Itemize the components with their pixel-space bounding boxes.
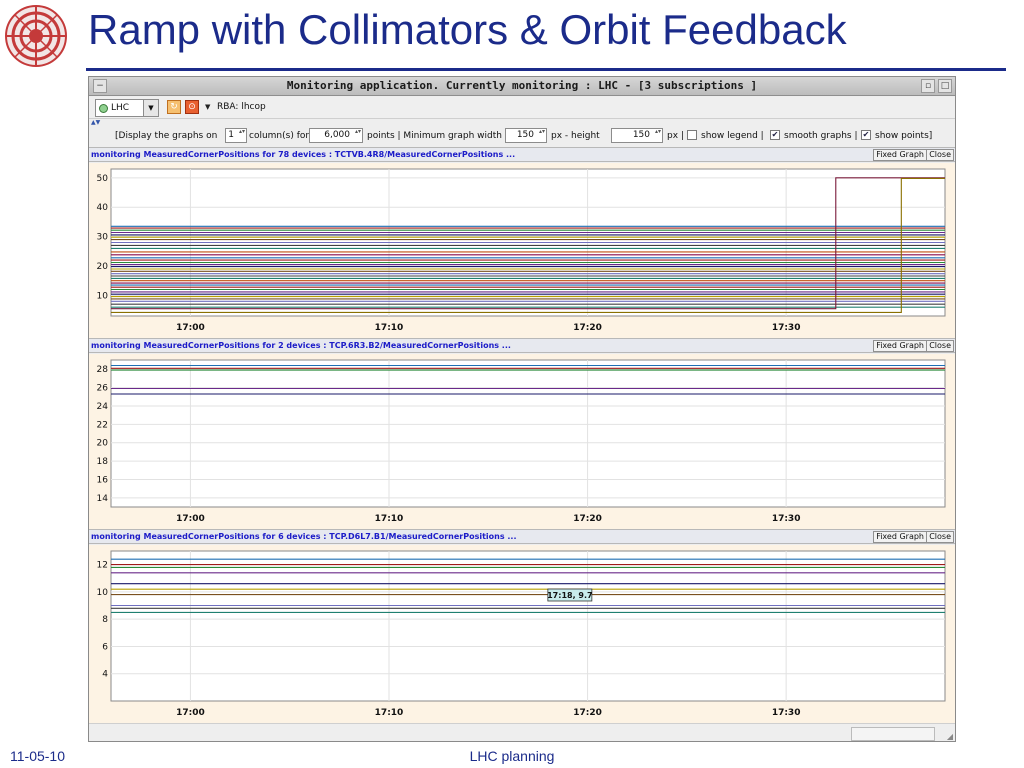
- toolbar: LHC ▼ ↻ ⊙ ▼ RBA: lhcop: [89, 97, 955, 119]
- resize-grip-icon[interactable]: ◢: [946, 732, 953, 741]
- machine-select-value: LHC: [111, 103, 130, 113]
- y-tick-label: 4: [102, 670, 108, 680]
- status-bar: ◢: [89, 723, 955, 741]
- show-points-checkbox[interactable]: ✔: [861, 130, 871, 140]
- collapse-toggle-icon[interactable]: ▲▼: [91, 119, 101, 126]
- width-spinner[interactable]: 150: [505, 128, 547, 143]
- rba-user: RBA: lhcop: [217, 102, 266, 112]
- window-title: Monitoring application. Currently monito…: [286, 79, 758, 92]
- machine-select[interactable]: LHC ▼: [95, 99, 159, 117]
- stop-icon[interactable]: ⊙: [185, 100, 199, 114]
- x-tick-label: 17:20: [573, 323, 602, 333]
- columns-label: column(s) for: [249, 131, 310, 141]
- status-field: [851, 727, 935, 741]
- points-label: points | Minimum graph width: [367, 131, 502, 141]
- x-tick-label: 17:30: [772, 708, 801, 718]
- machine-status-icon: [99, 104, 108, 113]
- series-group: [111, 364, 945, 395]
- x-tick-label: 17:10: [375, 514, 404, 524]
- lhc-logo-icon: [5, 5, 67, 67]
- graph-plot-1[interactable]: 102030405017:0017:1017:2017:3017:4017:50…: [89, 163, 956, 338]
- graph-title-3: monitoring MeasuredCornerPositions for 6…: [91, 532, 517, 541]
- y-tick-label: 26: [97, 384, 109, 394]
- x-tick-label: 17:20: [573, 708, 602, 718]
- maximize-icon[interactable]: □: [938, 79, 952, 93]
- title-divider: [86, 68, 1006, 71]
- y-tick-label: 20: [97, 262, 109, 272]
- smooth-graphs-checkbox[interactable]: ✔: [770, 130, 780, 140]
- y-tick-label: 8: [102, 615, 108, 625]
- graph-panel-header-2: monitoring MeasuredCornerPositions for 2…: [89, 338, 955, 353]
- fixed-graph-button-3[interactable]: Fixed Graph: [873, 531, 927, 543]
- x-tick-label: 17:30: [772, 514, 801, 524]
- close-button-3[interactable]: Close: [926, 531, 954, 543]
- graph-panel-header-3: monitoring MeasuredCornerPositions for 6…: [89, 529, 955, 544]
- y-tick-label: 50: [97, 174, 109, 184]
- close-button-2[interactable]: Close: [926, 340, 954, 352]
- step-series-line: [111, 177, 945, 314]
- smooth-graphs-label: smooth graphs |: [784, 131, 858, 141]
- y-tick-label: 22: [97, 420, 108, 430]
- graph-title-2: monitoring MeasuredCornerPositions for 2…: [91, 341, 511, 350]
- y-tick-label: 20: [97, 439, 109, 449]
- window-titlebar[interactable]: − Monitoring application. Currently moni…: [89, 77, 955, 96]
- x-tick-label: 17:30: [772, 323, 801, 333]
- chevron-down-icon[interactable]: ▼: [143, 100, 158, 116]
- y-tick-label: 10: [97, 291, 109, 301]
- y-tick-label: 40: [97, 203, 109, 213]
- x-tick-label: 17:10: [375, 323, 404, 333]
- x-tick-label: 17:00: [176, 323, 205, 333]
- refresh-icon[interactable]: ↻: [167, 100, 181, 114]
- y-tick-label: 30: [97, 233, 109, 243]
- show-legend-label: show legend |: [701, 131, 764, 141]
- height-label: px - height: [551, 131, 600, 141]
- y-tick-label: 18: [97, 457, 109, 467]
- graph-plot-3[interactable]: 468101217:0017:1017:2017:3017:4017:5018:…: [89, 545, 956, 723]
- plot-area: [110, 359, 946, 508]
- monitoring-window: − Monitoring application. Currently moni…: [88, 76, 956, 742]
- y-tick-label: 6: [102, 642, 108, 652]
- show-points-label: show points]: [875, 131, 933, 141]
- display-options-bar: [Display the graphs on 1 column(s) for 6…: [89, 126, 955, 146]
- plot-area: [110, 550, 946, 702]
- points-spinner[interactable]: 6,000: [309, 128, 363, 143]
- fixed-graph-button-1[interactable]: Fixed Graph: [873, 149, 927, 161]
- x-tick-label: 17:20: [573, 514, 602, 524]
- graph-plot-2[interactable]: 141618202224262817:0017:1017:2017:3017:4…: [89, 354, 956, 529]
- px-label: px |: [667, 131, 684, 141]
- x-tick-label: 17:10: [375, 708, 404, 718]
- y-tick-label: 16: [97, 475, 109, 485]
- minimize-icon[interactable]: ▫: [921, 79, 935, 93]
- series-group: [111, 177, 945, 314]
- y-tick-label: 28: [97, 365, 109, 375]
- columns-spinner[interactable]: 1: [225, 128, 247, 143]
- step-series-line: [111, 177, 945, 310]
- series-group: [111, 558, 945, 613]
- fixed-graph-button-2[interactable]: Fixed Graph: [873, 340, 927, 352]
- slide-title: Ramp with Collimators & Orbit Feedback: [88, 6, 847, 53]
- graph-title-1: monitoring MeasuredCornerPositions for 7…: [91, 150, 516, 159]
- data-tooltip: [547, 588, 593, 602]
- tooltip-text: 17:18, 9.7: [547, 591, 592, 600]
- x-tick-label: 17:00: [176, 708, 205, 718]
- y-tick-label: 12: [97, 561, 108, 571]
- display-prefix-label: [Display the graphs on: [115, 131, 218, 141]
- show-legend-checkbox[interactable]: [687, 130, 697, 140]
- y-tick-label: 10: [97, 588, 109, 598]
- y-tick-label: 24: [97, 402, 109, 412]
- x-tick-label: 17:00: [176, 514, 205, 524]
- window-menu-icon[interactable]: −: [93, 79, 107, 93]
- y-tick-label: 14: [97, 494, 109, 504]
- close-button-1[interactable]: Close: [926, 149, 954, 161]
- height-spinner[interactable]: 150: [611, 128, 663, 143]
- rba-dropdown-icon[interactable]: ▼: [205, 103, 211, 111]
- footer-center: LHC planning: [469, 748, 555, 764]
- footer-date: 11-05-10: [10, 748, 66, 764]
- graph-panel-header-1: monitoring MeasuredCornerPositions for 7…: [89, 147, 955, 162]
